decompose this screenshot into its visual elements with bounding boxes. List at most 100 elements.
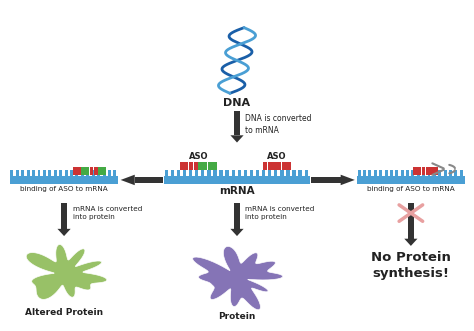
- Bar: [207, 170, 210, 176]
- Bar: [438, 170, 441, 176]
- Text: mRNA: mRNA: [219, 186, 255, 196]
- Bar: [374, 170, 377, 176]
- Bar: [299, 170, 302, 176]
- Bar: [234, 203, 240, 229]
- Bar: [177, 170, 180, 176]
- Bar: [54, 170, 57, 176]
- Bar: [244, 170, 247, 176]
- Bar: [183, 170, 186, 176]
- Bar: [268, 170, 272, 176]
- Bar: [413, 167, 417, 175]
- Bar: [195, 170, 198, 176]
- Bar: [219, 170, 223, 176]
- Polygon shape: [193, 246, 283, 310]
- Text: binding of ASO to mRNA: binding of ASO to mRNA: [20, 186, 108, 192]
- Text: ASO: ASO: [267, 152, 287, 161]
- Bar: [411, 170, 414, 176]
- Bar: [237, 170, 241, 176]
- Bar: [91, 170, 95, 176]
- Bar: [208, 162, 212, 170]
- Bar: [171, 170, 174, 176]
- Bar: [449, 170, 452, 176]
- Bar: [108, 170, 111, 176]
- Bar: [395, 170, 398, 176]
- Bar: [292, 170, 296, 176]
- Circle shape: [443, 168, 445, 170]
- Bar: [10, 176, 118, 184]
- Bar: [280, 170, 283, 176]
- Bar: [98, 167, 102, 175]
- Bar: [27, 170, 30, 176]
- Bar: [77, 167, 81, 175]
- Bar: [198, 162, 202, 170]
- Polygon shape: [26, 245, 107, 300]
- Bar: [268, 162, 272, 170]
- Text: mRNA is converted
into protein: mRNA is converted into protein: [73, 206, 142, 220]
- Bar: [86, 170, 89, 176]
- Bar: [460, 170, 463, 176]
- Bar: [37, 170, 40, 176]
- Polygon shape: [230, 229, 244, 236]
- Bar: [231, 170, 235, 176]
- Bar: [417, 170, 420, 176]
- Polygon shape: [57, 229, 71, 236]
- Bar: [102, 170, 106, 176]
- Bar: [263, 162, 267, 170]
- Bar: [444, 170, 447, 176]
- Bar: [286, 170, 290, 176]
- Bar: [94, 167, 98, 175]
- Bar: [273, 162, 277, 170]
- Bar: [73, 167, 76, 175]
- Text: ASO: ASO: [189, 152, 208, 161]
- Bar: [21, 170, 24, 176]
- Bar: [180, 162, 184, 170]
- Bar: [305, 170, 308, 176]
- Bar: [357, 176, 465, 184]
- Bar: [135, 177, 163, 183]
- Bar: [408, 203, 414, 239]
- Bar: [16, 170, 19, 176]
- Text: binding of ASO to mRNA: binding of ASO to mRNA: [367, 186, 455, 192]
- Bar: [379, 170, 382, 176]
- Bar: [234, 111, 240, 135]
- Bar: [274, 170, 277, 176]
- Bar: [434, 167, 438, 175]
- Text: Altered Protein: Altered Protein: [25, 308, 103, 317]
- Bar: [406, 170, 409, 176]
- Bar: [43, 170, 46, 176]
- Polygon shape: [230, 135, 244, 143]
- Bar: [422, 170, 425, 176]
- Bar: [256, 170, 259, 176]
- Bar: [102, 167, 106, 175]
- Bar: [184, 162, 189, 170]
- Bar: [277, 162, 281, 170]
- Bar: [81, 167, 85, 175]
- Bar: [213, 170, 217, 176]
- Bar: [428, 170, 430, 176]
- Bar: [59, 170, 62, 176]
- Bar: [97, 170, 100, 176]
- Bar: [75, 170, 78, 176]
- Bar: [189, 162, 193, 170]
- Bar: [417, 167, 421, 175]
- Bar: [311, 177, 341, 183]
- Bar: [426, 167, 429, 175]
- Bar: [203, 162, 207, 170]
- Bar: [64, 170, 68, 176]
- Bar: [32, 170, 35, 176]
- Bar: [384, 170, 388, 176]
- Bar: [201, 170, 204, 176]
- Text: No Protein
synthesis!: No Protein synthesis!: [371, 251, 451, 280]
- Bar: [70, 170, 73, 176]
- Bar: [212, 162, 217, 170]
- Bar: [358, 170, 361, 176]
- Bar: [189, 170, 192, 176]
- Text: DNA: DNA: [223, 98, 251, 108]
- Bar: [401, 170, 404, 176]
- Bar: [61, 203, 67, 229]
- Polygon shape: [404, 239, 418, 246]
- Bar: [363, 170, 366, 176]
- Bar: [194, 162, 198, 170]
- Bar: [421, 167, 425, 175]
- Bar: [48, 170, 51, 176]
